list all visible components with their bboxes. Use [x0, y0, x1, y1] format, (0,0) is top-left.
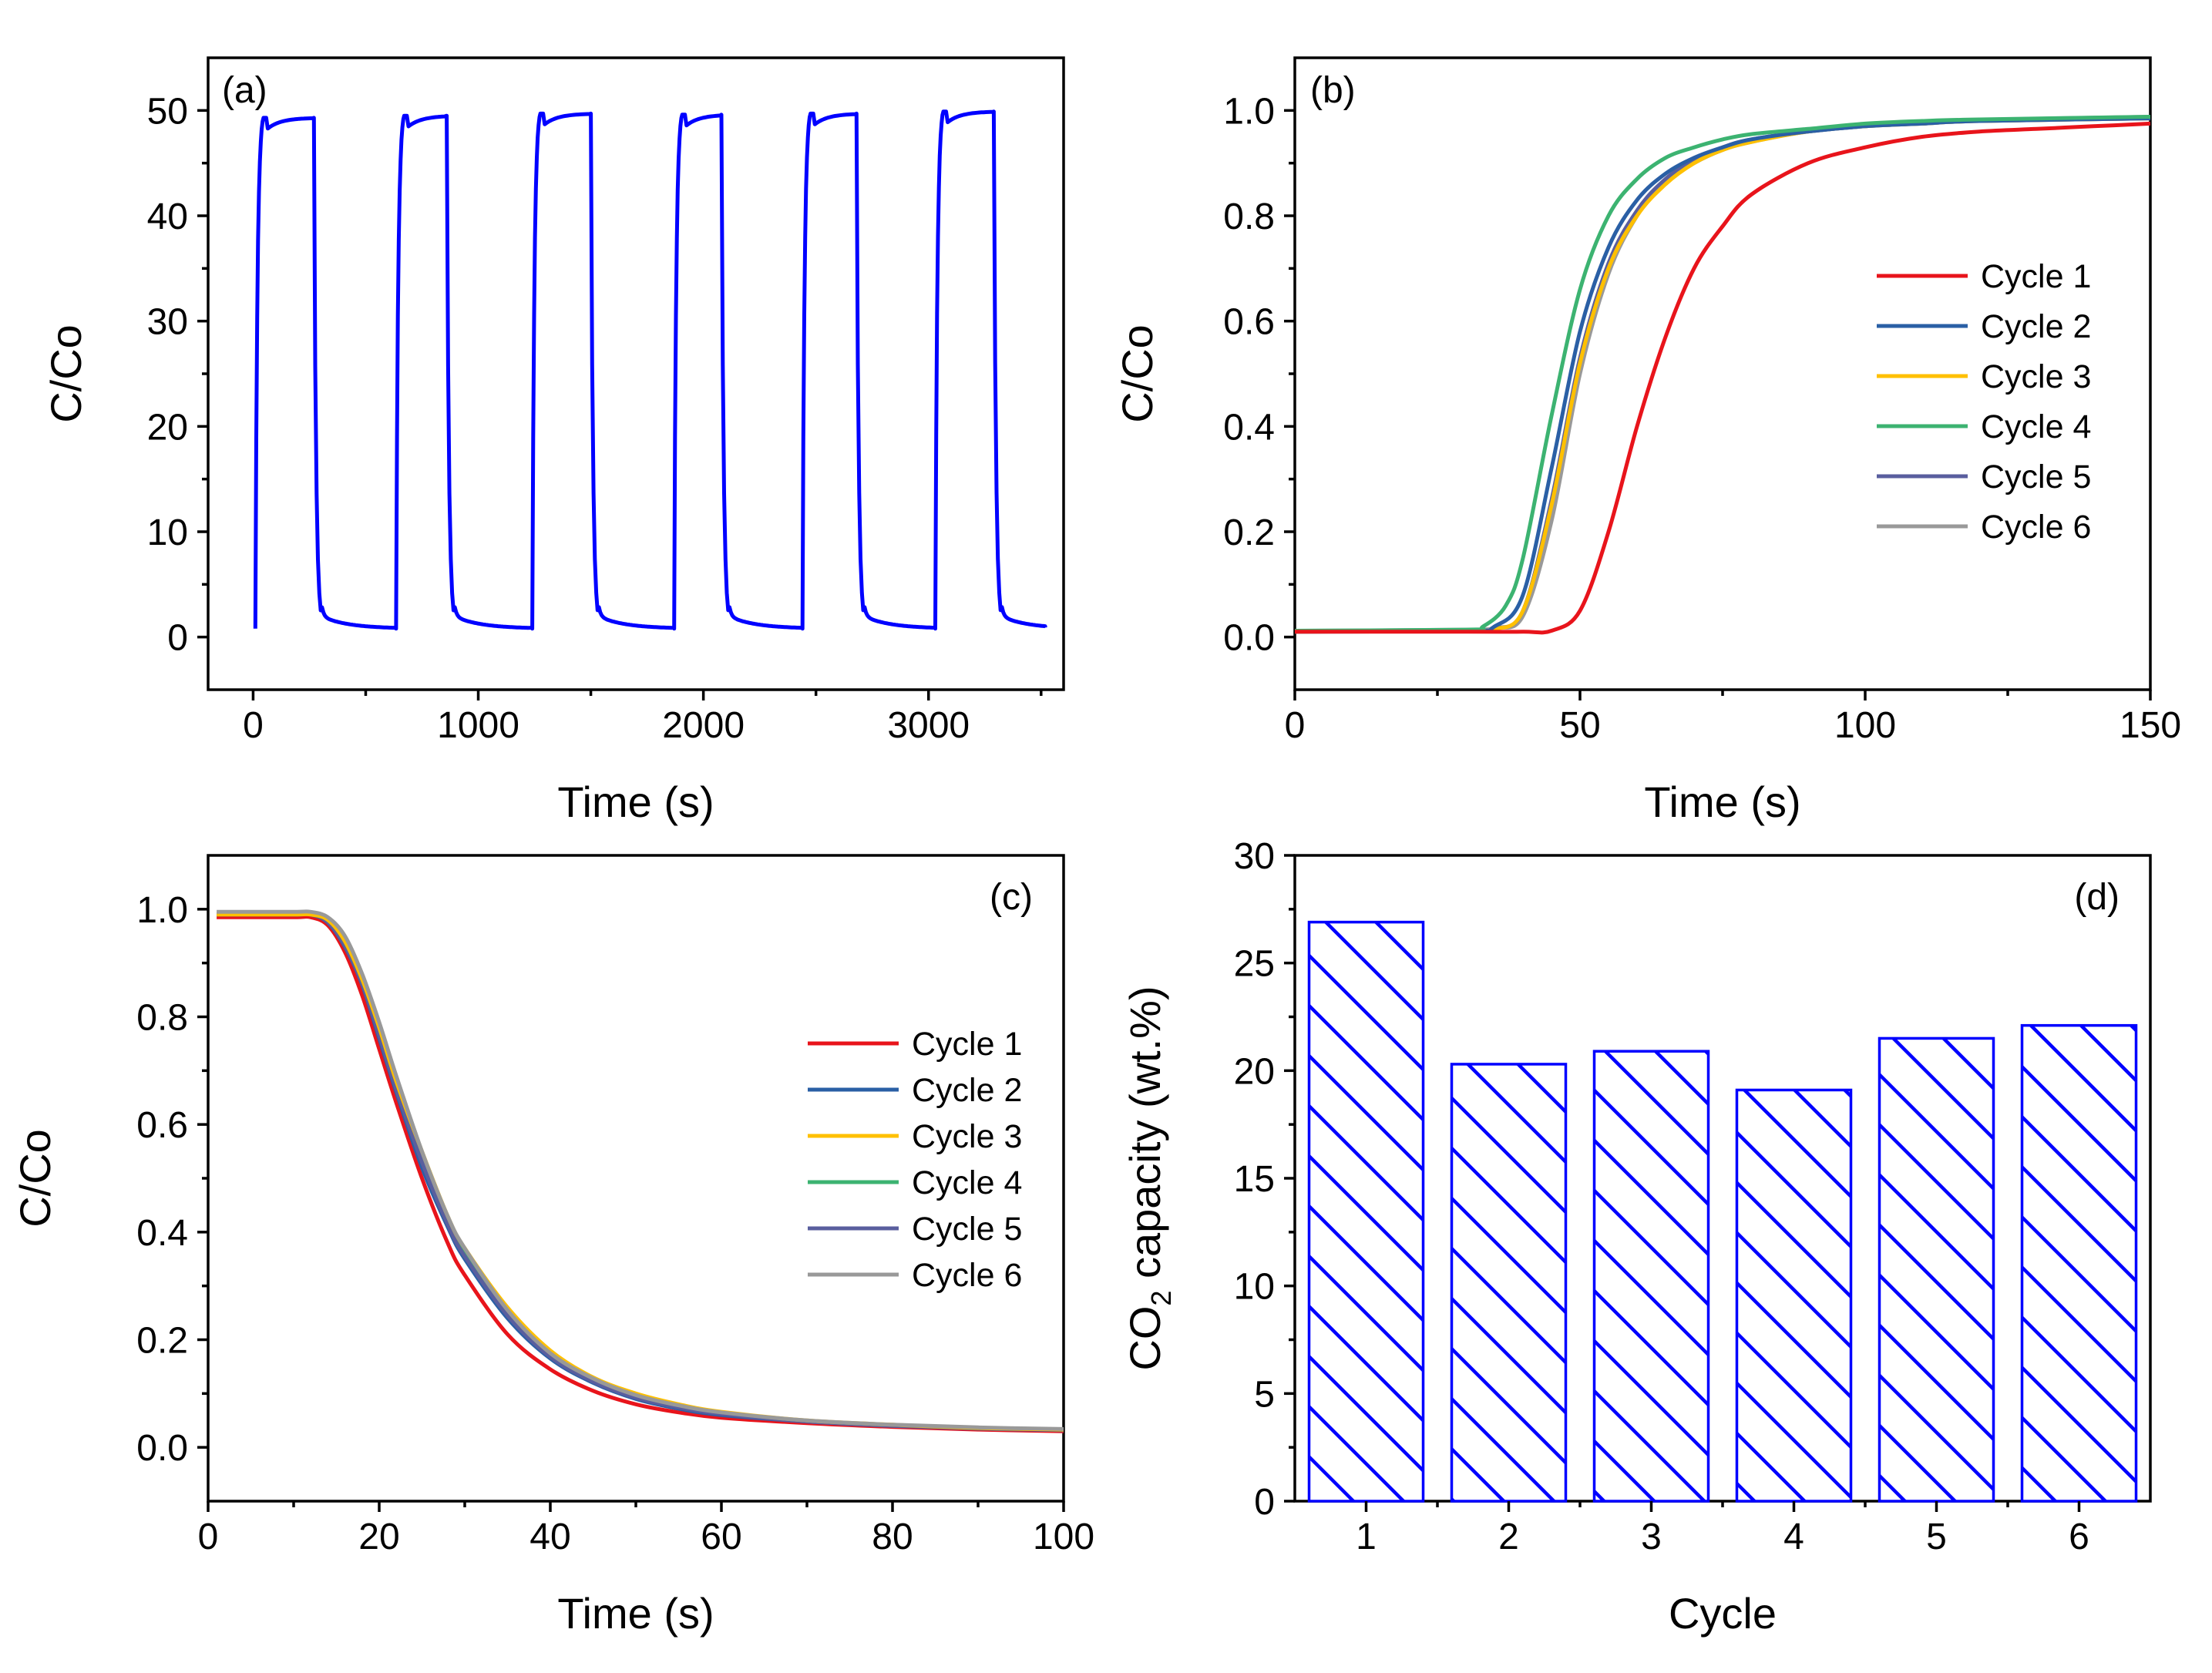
series-line-a — [253, 109, 1047, 631]
x-tick-label-d: 3 — [1641, 1517, 1662, 1557]
x-tick-label-d: 1 — [1356, 1517, 1377, 1557]
bar-cycle-3 — [1592, 1050, 1710, 1503]
legend-label-c-6: Cycle 6 — [912, 1257, 1022, 1294]
y-tick-label-c: 1.0 — [136, 890, 188, 931]
y-tick-label-a: 0 — [167, 618, 188, 659]
y-tick-label-d: 0 — [1254, 1482, 1275, 1523]
legend-label-b-2: Cycle 2 — [1981, 308, 2091, 345]
bar-cycle-2 — [1450, 1063, 1568, 1503]
y-tick-label-d: 5 — [1254, 1374, 1275, 1415]
x-tick-label-d: 4 — [1783, 1517, 1804, 1557]
x-tick-label-b: 150 — [2120, 705, 2181, 746]
y-tick-label-a: 10 — [147, 512, 188, 553]
x-tick-label-b: 0 — [1285, 705, 1306, 746]
panel-label-c: (c) — [990, 877, 1033, 918]
y-tick-label-b: 1.0 — [1223, 91, 1275, 132]
y-tick-label-c: 0.2 — [136, 1321, 188, 1362]
legend-label-b-5: Cycle 5 — [1981, 459, 2091, 496]
legend-label-b-6: Cycle 6 — [1981, 509, 2091, 546]
panel-label-d: (d) — [2074, 877, 2120, 918]
series-line-c-cycle-6 — [217, 909, 1064, 1431]
x-axis-title-c: Time (s) — [557, 1589, 714, 1638]
y-tick-label-d: 15 — [1234, 1159, 1275, 1200]
x-tick-label-c: 100 — [1033, 1517, 1094, 1557]
x-tick-label-a: 3000 — [887, 705, 970, 746]
y-axis-title-suffix: capacity (wt.%) — [1121, 986, 1169, 1290]
x-tick-label-d: 5 — [1926, 1517, 1947, 1557]
x-tick-label-c: 20 — [358, 1517, 399, 1557]
y-axis-title-prefix: CO — [1121, 1306, 1169, 1371]
legend-label-c-5: Cycle 5 — [912, 1211, 1022, 1248]
x-tick-label-b: 100 — [1834, 705, 1896, 746]
y-tick-label-b: 0.6 — [1223, 302, 1275, 343]
y-tick-label-a: 30 — [147, 302, 188, 343]
series-line-b-cycle-2 — [1294, 116, 2151, 634]
panel-label-b: (b) — [1310, 70, 1356, 111]
y-tick-label-d: 20 — [1234, 1051, 1275, 1092]
bar-cycle-5 — [1878, 1036, 1995, 1503]
y-tick-label-c: 0.0 — [136, 1428, 188, 1469]
x-tick-label-c: 80 — [872, 1517, 913, 1557]
x-tick-label-b: 50 — [1559, 705, 1600, 746]
y-axis-title-a: C/Co — [42, 324, 90, 423]
series-line-b-cycle-1 — [1295, 121, 2151, 635]
y-tick-label-c: 0.8 — [136, 998, 188, 1039]
legend-label-c-1: Cycle 1 — [912, 1026, 1022, 1063]
y-tick-label-b: 0.0 — [1223, 618, 1275, 659]
y-axis-title-b: C/Co — [1113, 324, 1161, 423]
bar-cycle-4 — [1735, 1088, 1853, 1503]
y-axis-title-c: C/Co — [11, 1129, 59, 1228]
y-tick-label-b: 0.8 — [1223, 197, 1275, 237]
x-axis-title-d: Cycle — [1669, 1589, 1777, 1638]
legend-label-c-4: Cycle 4 — [912, 1164, 1022, 1201]
x-axis-title-b: Time (s) — [1644, 778, 1800, 826]
x-tick-label-d: 6 — [2069, 1517, 2089, 1557]
bar-cycle-6 — [2020, 1023, 2138, 1503]
panel-label-a: (a) — [222, 70, 267, 111]
y-tick-label-d: 30 — [1234, 836, 1275, 877]
legend-label-b-3: Cycle 3 — [1981, 358, 2091, 395]
y-tick-label-c: 0.6 — [136, 1105, 188, 1146]
legend-label-b-4: Cycle 4 — [1981, 408, 2091, 445]
x-tick-label-c: 60 — [701, 1517, 741, 1557]
y-tick-label-a: 20 — [147, 407, 188, 448]
y-tick-label-b: 0.2 — [1223, 512, 1275, 553]
y-axis-title-d: CO2 capacity (wt.%) — [1121, 986, 1177, 1370]
legend-label-b-1: Cycle 1 — [1981, 258, 2091, 295]
y-tick-label-a: 40 — [147, 197, 188, 237]
y-tick-label-d: 10 — [1234, 1267, 1275, 1308]
y-tick-label-d: 25 — [1234, 944, 1275, 985]
bar-cycle-1 — [1307, 920, 1425, 1503]
x-tick-label-c: 0 — [198, 1517, 219, 1557]
y-axis-title-subscript: 2 — [1145, 1291, 1177, 1306]
y-tick-label-b: 0.4 — [1223, 407, 1275, 448]
y-tick-label-c: 0.4 — [136, 1213, 188, 1254]
legend-label-c-3: Cycle 3 — [912, 1118, 1022, 1155]
series-line-b-cycle-4 — [1294, 115, 2151, 633]
x-axis-title-a: Time (s) — [557, 778, 714, 826]
x-tick-label-c: 40 — [529, 1517, 570, 1557]
x-tick-label-d: 2 — [1498, 1517, 1519, 1557]
x-tick-label-a: 0 — [243, 705, 264, 746]
x-tick-label-a: 1000 — [437, 705, 519, 746]
x-tick-label-a: 2000 — [662, 705, 745, 746]
y-tick-label-a: 50 — [147, 91, 188, 132]
legend-label-c-2: Cycle 2 — [912, 1072, 1022, 1109]
